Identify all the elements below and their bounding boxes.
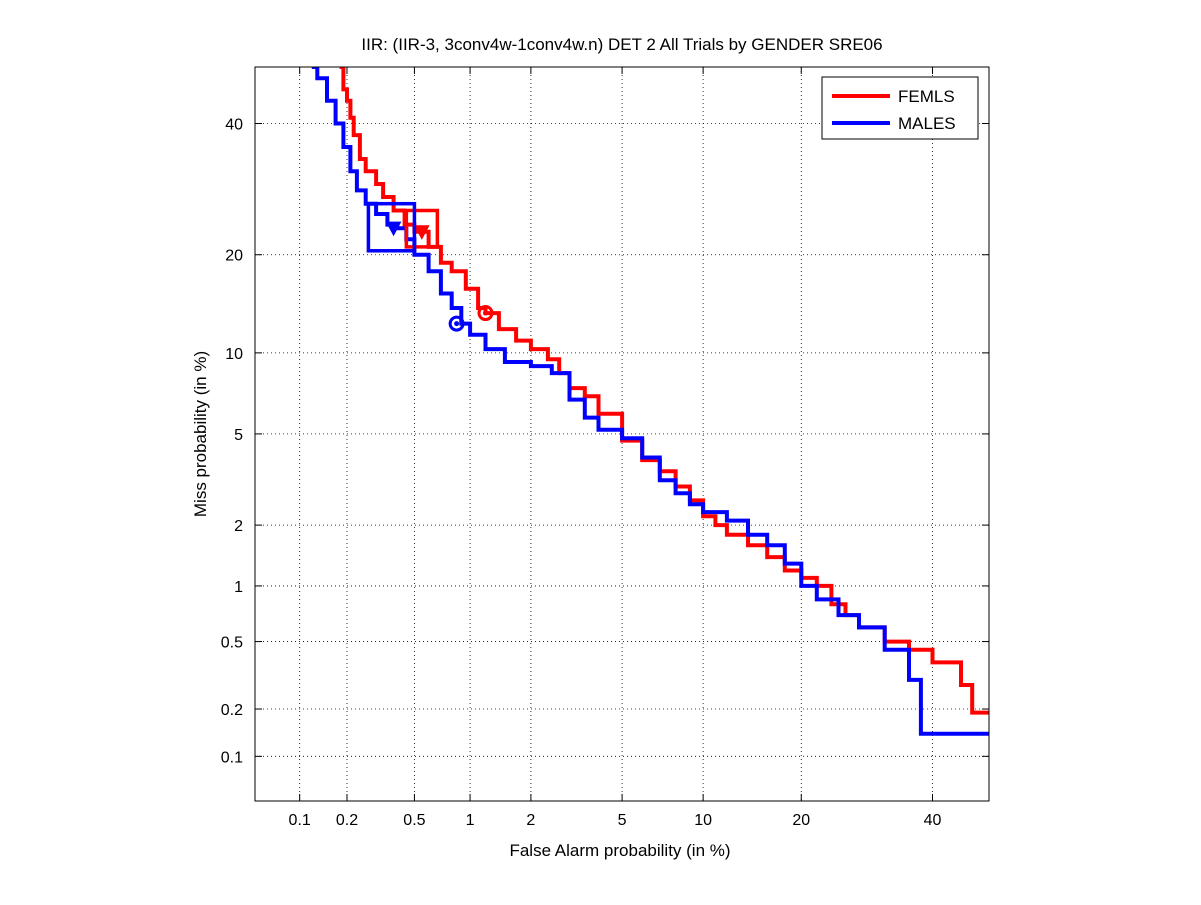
x-tick-label: 1 xyxy=(466,812,475,829)
x-tick-label: 2 xyxy=(526,812,535,829)
y-tick-label: 0.2 xyxy=(221,702,243,719)
legend-label-femls: FEMLS xyxy=(898,87,955,106)
x-tick-label: 5 xyxy=(618,812,627,829)
confidence-box-males xyxy=(366,201,417,253)
y-tick-label: 1 xyxy=(234,579,243,596)
series-layer xyxy=(311,67,989,736)
y-tick-label: 2 xyxy=(234,518,243,535)
min-dcf-marker-center-males xyxy=(454,321,460,327)
x-tick-label: 20 xyxy=(792,812,810,829)
confidence-box-femls xyxy=(404,208,440,249)
x-tick-label: 0.2 xyxy=(336,812,358,829)
legend: FEMLS MALES xyxy=(821,76,979,140)
legend-box xyxy=(821,76,979,140)
min-dcf-marker-center-femls xyxy=(483,310,489,316)
min-dcf-marker-males xyxy=(448,315,465,332)
series-line-femls xyxy=(339,67,989,715)
y-tick-label: 5 xyxy=(234,427,243,444)
legend-label-males: MALES xyxy=(898,114,956,133)
x-axis-title: False Alarm probability (in %) xyxy=(509,841,730,860)
y-axis-title: Miss probability (in %) xyxy=(191,351,210,517)
series-line-males xyxy=(311,67,989,736)
actual-decision-marker-males xyxy=(385,221,402,237)
x-tick-label: 0.1 xyxy=(289,812,311,829)
min-dcf-marker-femls xyxy=(477,305,494,322)
tick-layer: 0.1 0.2 0.5 1 2 5 10 20 40 0.1 0.2 0.5 1 2 5 10 20 40 xyxy=(221,67,989,829)
y-tick-label: 10 xyxy=(225,346,243,363)
actual-decision-marker-femls xyxy=(413,225,430,240)
x-tick-label: 40 xyxy=(924,812,942,829)
y-tick-label: 0.5 xyxy=(221,635,243,652)
y-tick-label: 20 xyxy=(225,248,243,265)
x-tick-label: 10 xyxy=(694,812,712,829)
y-tick-label: 40 xyxy=(225,117,243,134)
y-tick-label: 0.1 xyxy=(221,749,243,766)
x-tick-label: 0.5 xyxy=(403,812,425,829)
chart-title: IIR: (IIR-3, 3conv4w-1conv4w.n) DET 2 Al… xyxy=(361,35,882,54)
marker-layer xyxy=(366,201,494,332)
